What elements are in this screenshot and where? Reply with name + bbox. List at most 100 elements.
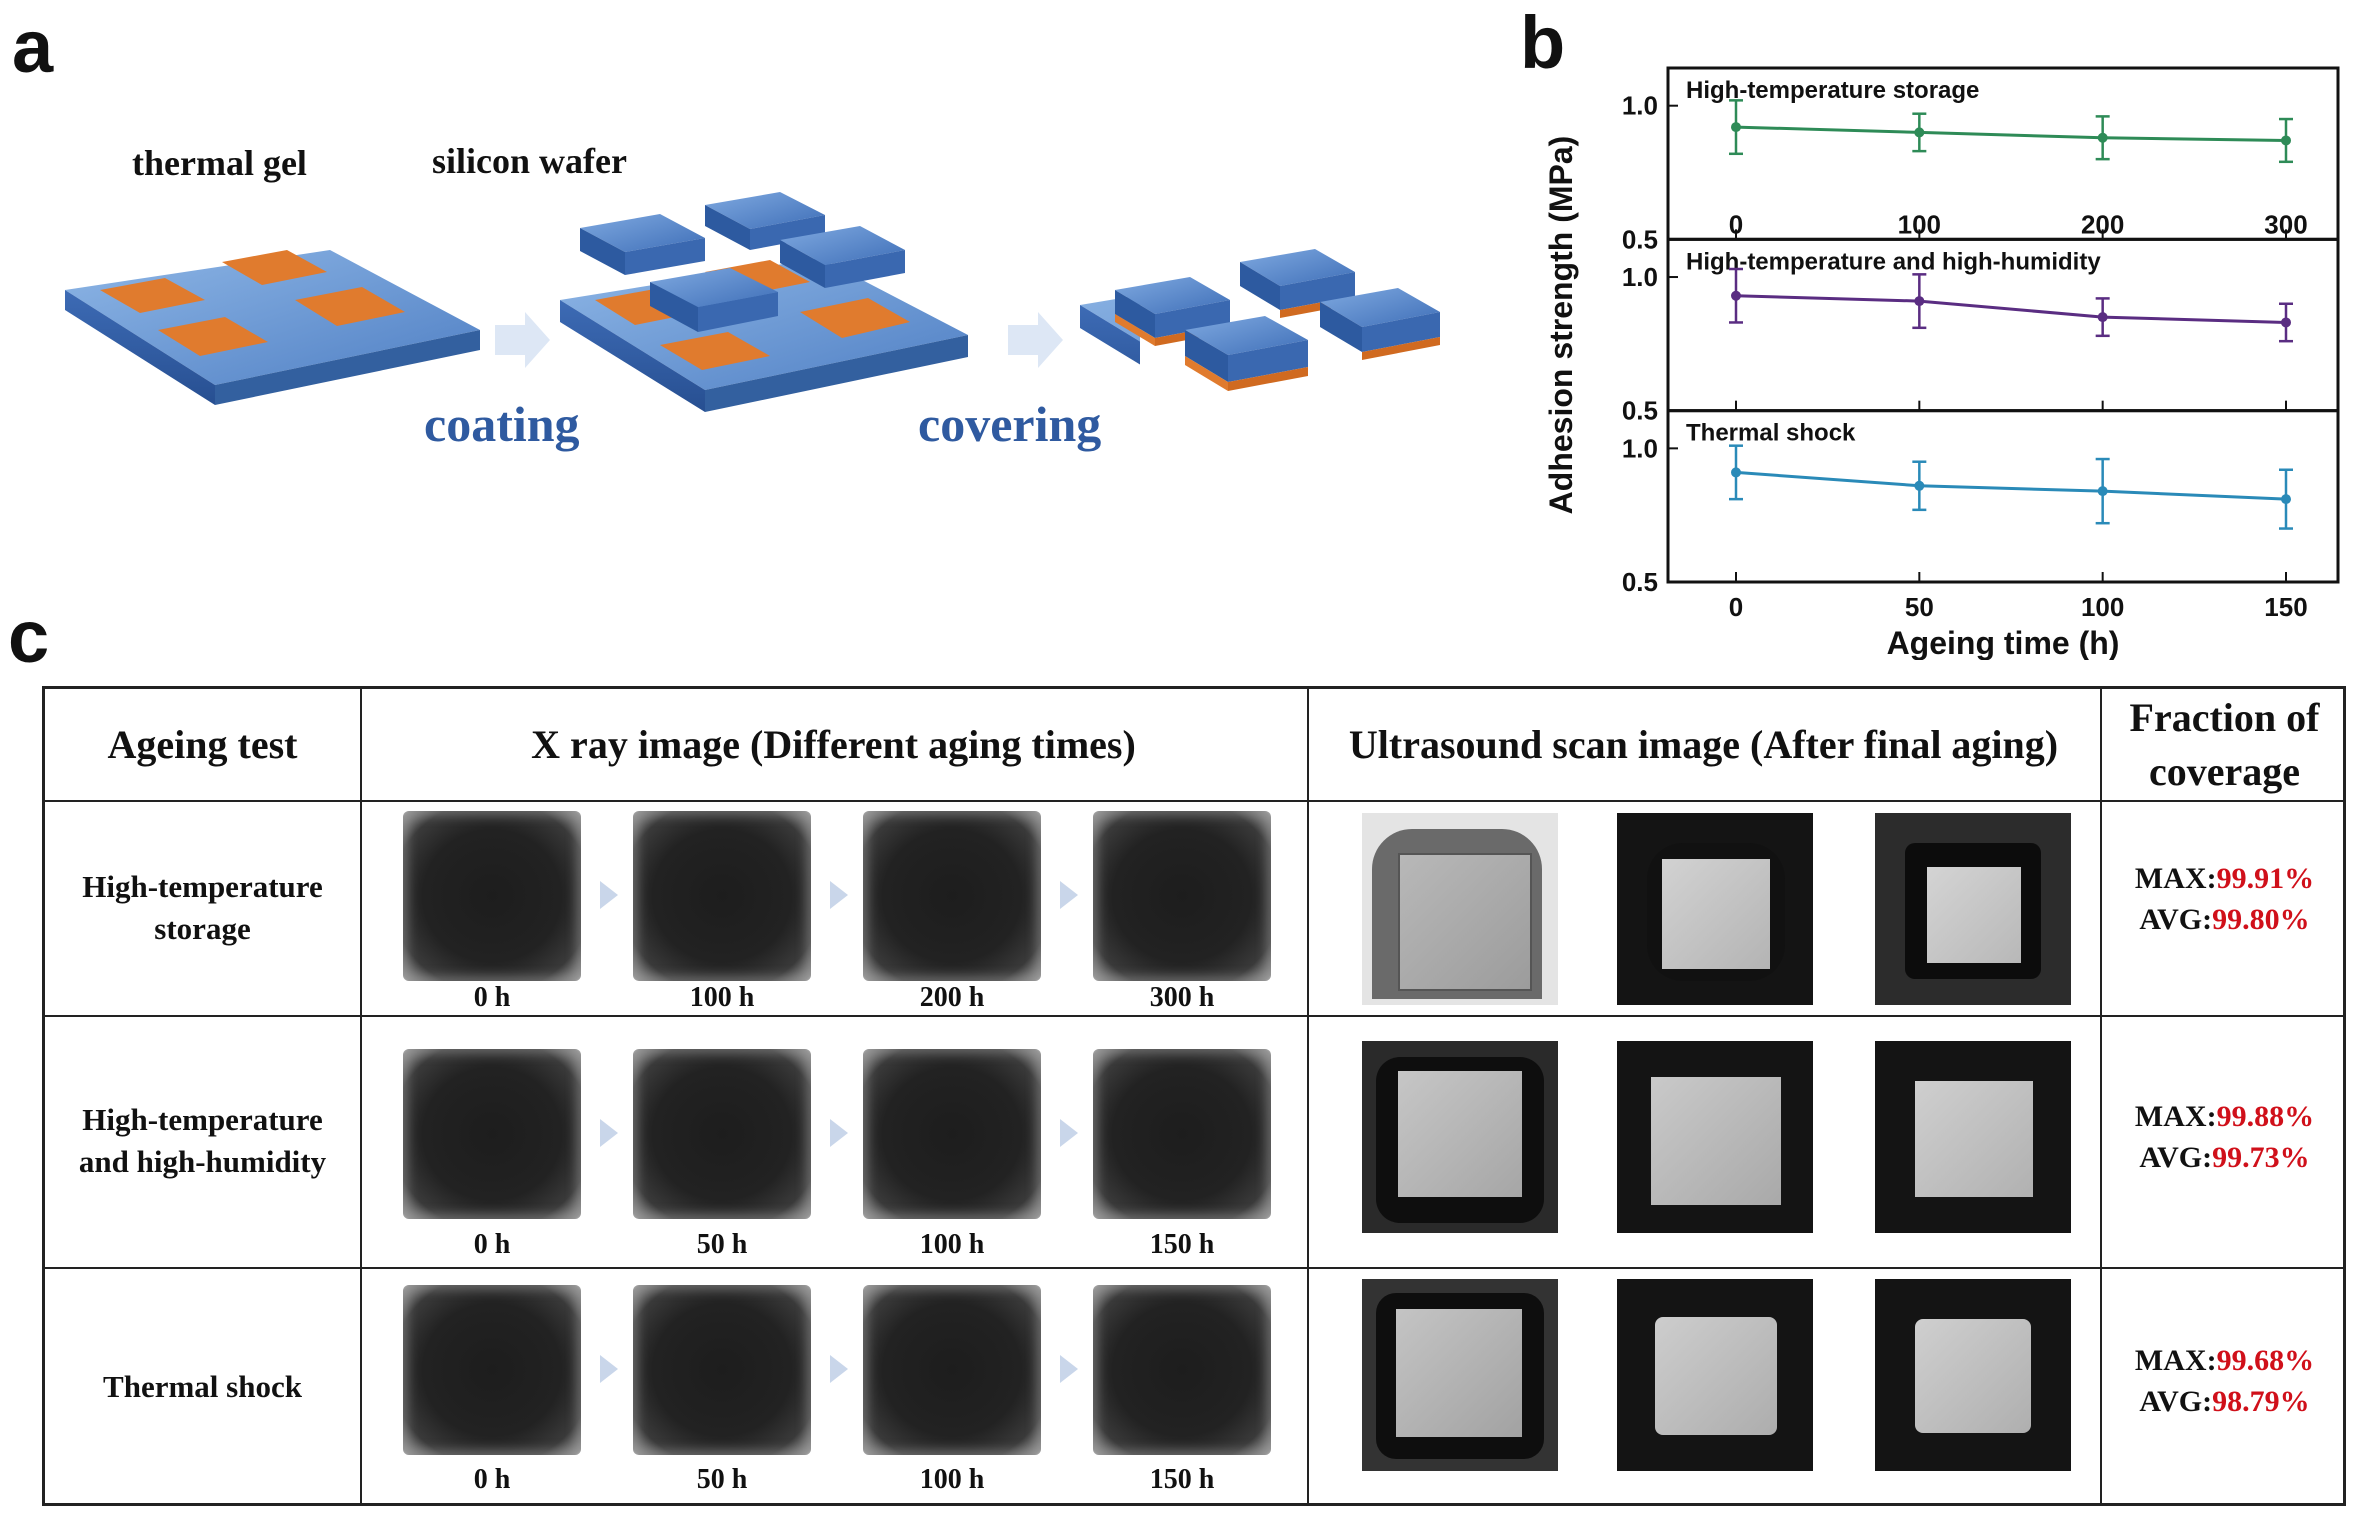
- xray-image: [633, 1049, 811, 1219]
- data-point: [2097, 312, 2108, 323]
- panel-letter-c: c: [8, 595, 50, 678]
- x-tick-label: 300: [2264, 209, 2307, 239]
- y-tick-label: 0.5: [1622, 224, 1658, 254]
- ultrasound-image: [1875, 813, 2071, 1005]
- table-divider: [2100, 689, 2102, 1503]
- time-label: 0 h: [473, 1464, 511, 1495]
- coverage-max: MAX:99.91%: [2134, 862, 2315, 895]
- x-tick-label: 0: [1729, 209, 1743, 239]
- row-label-line1: High-temperature: [82, 868, 323, 904]
- subplot-frame: [1666, 409, 2340, 584]
- panel-a-schematic: thermal gel silicon wafer coating coveri…: [0, 0, 1490, 600]
- panel-letter-b: b: [1520, 1, 1566, 84]
- panel-letter-a: a: [12, 5, 54, 88]
- x-tick-label: 100: [2081, 592, 2124, 622]
- y-tick-label: 1.0: [1622, 433, 1658, 463]
- xray-image: [863, 811, 1041, 981]
- xray-image: [863, 1049, 1041, 1219]
- step-coating: coating: [424, 396, 580, 452]
- xray-image: [1093, 811, 1271, 981]
- xray-image: [1093, 1049, 1271, 1219]
- y-tick-label: 1.0: [1622, 91, 1658, 121]
- ultrasound-image: [1617, 1041, 1813, 1233]
- row-label-line2: storage: [154, 910, 251, 946]
- panel-c-table: Ageing test X ray image (Different aging…: [42, 686, 2346, 1506]
- subplot-title: High-temperature and high-humidity: [1686, 248, 2101, 275]
- x-tick-label: 0: [1729, 592, 1743, 622]
- arrow-icon: [830, 881, 848, 909]
- row-label-line1: Thermal shock: [103, 1368, 302, 1404]
- time-label: 200 h: [919, 982, 985, 1013]
- x-tick-label: 200: [2081, 209, 2124, 239]
- arrow-icon: [830, 1355, 848, 1383]
- y-tick-label: 1.0: [1622, 262, 1658, 292]
- ultrasound-image: [1617, 813, 1813, 1005]
- subplot-title: Thermal shock: [1686, 420, 1856, 447]
- xray-image: [1093, 1285, 1271, 1455]
- header-ultrasound: Ultrasound scan image (After final aging…: [1348, 721, 2059, 767]
- arrow-icon: [600, 1119, 618, 1147]
- data-point: [1914, 127, 1925, 138]
- time-label: 100 h: [689, 982, 755, 1013]
- arrow-icon: [600, 1355, 618, 1383]
- arrow-icon: [1008, 312, 1063, 368]
- data-point: [1731, 290, 1741, 301]
- header-fraction-line2: coverage: [2148, 748, 2300, 794]
- arrow-icon: [1060, 1355, 1078, 1383]
- ultrasound-image: [1875, 1279, 2071, 1471]
- data-point: [2097, 132, 2108, 143]
- table-divider: [45, 1267, 2343, 1269]
- x-axis-label: Ageing time (h): [1887, 625, 2120, 660]
- time-label: 100 h: [919, 1229, 985, 1260]
- label-thermal-gel: thermal gel: [132, 143, 307, 183]
- coverage-avg: AVG:98.79%: [2139, 1384, 2310, 1418]
- assembly-process-illustration: [65, 192, 1490, 418]
- row-label-line1: High-temperature: [82, 1102, 323, 1138]
- header-xray: X ray image (Different aging times): [531, 721, 1136, 767]
- time-label: 50 h: [696, 1229, 748, 1260]
- data-point: [1914, 480, 1925, 491]
- data-point: [2281, 317, 2291, 328]
- xray-image: [633, 1285, 811, 1455]
- arrow-icon: [1060, 1119, 1078, 1147]
- series-line: [1735, 294, 2287, 324]
- x-tick-label: 100: [1898, 209, 1941, 239]
- coverage-max: MAX:99.68%: [2134, 1344, 2315, 1377]
- y-axis-label: Adhesion strength (MPa): [1543, 136, 1579, 515]
- step-covering: covering: [918, 396, 1102, 452]
- ultrasound-image: [1362, 813, 1558, 1005]
- series-line: [1735, 470, 2287, 501]
- time-label: 100 h: [919, 1464, 985, 1495]
- arrow-icon: [495, 312, 550, 368]
- row-label-high-temperature-high-humidity: High-temperature and high-humidity: [45, 1015, 360, 1267]
- header-fraction-of-coverage: Fraction of coverage: [2100, 689, 2349, 800]
- coverage-max: MAX:99.88%: [2134, 1100, 2315, 1133]
- coverage-values: MAX:99.88% AVG:99.73%: [2100, 1097, 2349, 1178]
- label-silicon-wafer: silicon wafer: [432, 141, 627, 181]
- time-label: 0 h: [473, 982, 511, 1013]
- time-label: 300 h: [1149, 982, 1215, 1013]
- row-label-line2: and high-humidity: [78, 1144, 327, 1179]
- ultrasound-image: [1362, 1041, 1558, 1233]
- time-label: 50 h: [696, 1464, 748, 1495]
- series-line: [1735, 125, 2287, 142]
- coverage-avg: AVG:99.80%: [2139, 902, 2310, 936]
- ultrasound-image: [1617, 1279, 1813, 1471]
- table-divider: [360, 689, 362, 1503]
- y-tick-label: 0.5: [1622, 396, 1658, 426]
- data-point: [1914, 296, 1925, 307]
- arrow-icon: [600, 881, 618, 909]
- header-ageing-test: Ageing test: [107, 721, 298, 767]
- substrate-with-gel: [65, 250, 480, 405]
- ultrasound-image: [1362, 1279, 1558, 1471]
- time-label: 150 h: [1149, 1464, 1215, 1495]
- xray-image: [633, 811, 811, 981]
- y-tick-label: 0.5: [1622, 567, 1658, 597]
- arrow-icon: [830, 1119, 848, 1147]
- data-point: [2281, 135, 2291, 146]
- xray-image: [403, 811, 581, 981]
- table-divider: [45, 800, 2343, 802]
- row-label-thermal-shock: Thermal shock: [45, 1267, 360, 1506]
- coverage-avg: AVG:99.73%: [2139, 1140, 2310, 1174]
